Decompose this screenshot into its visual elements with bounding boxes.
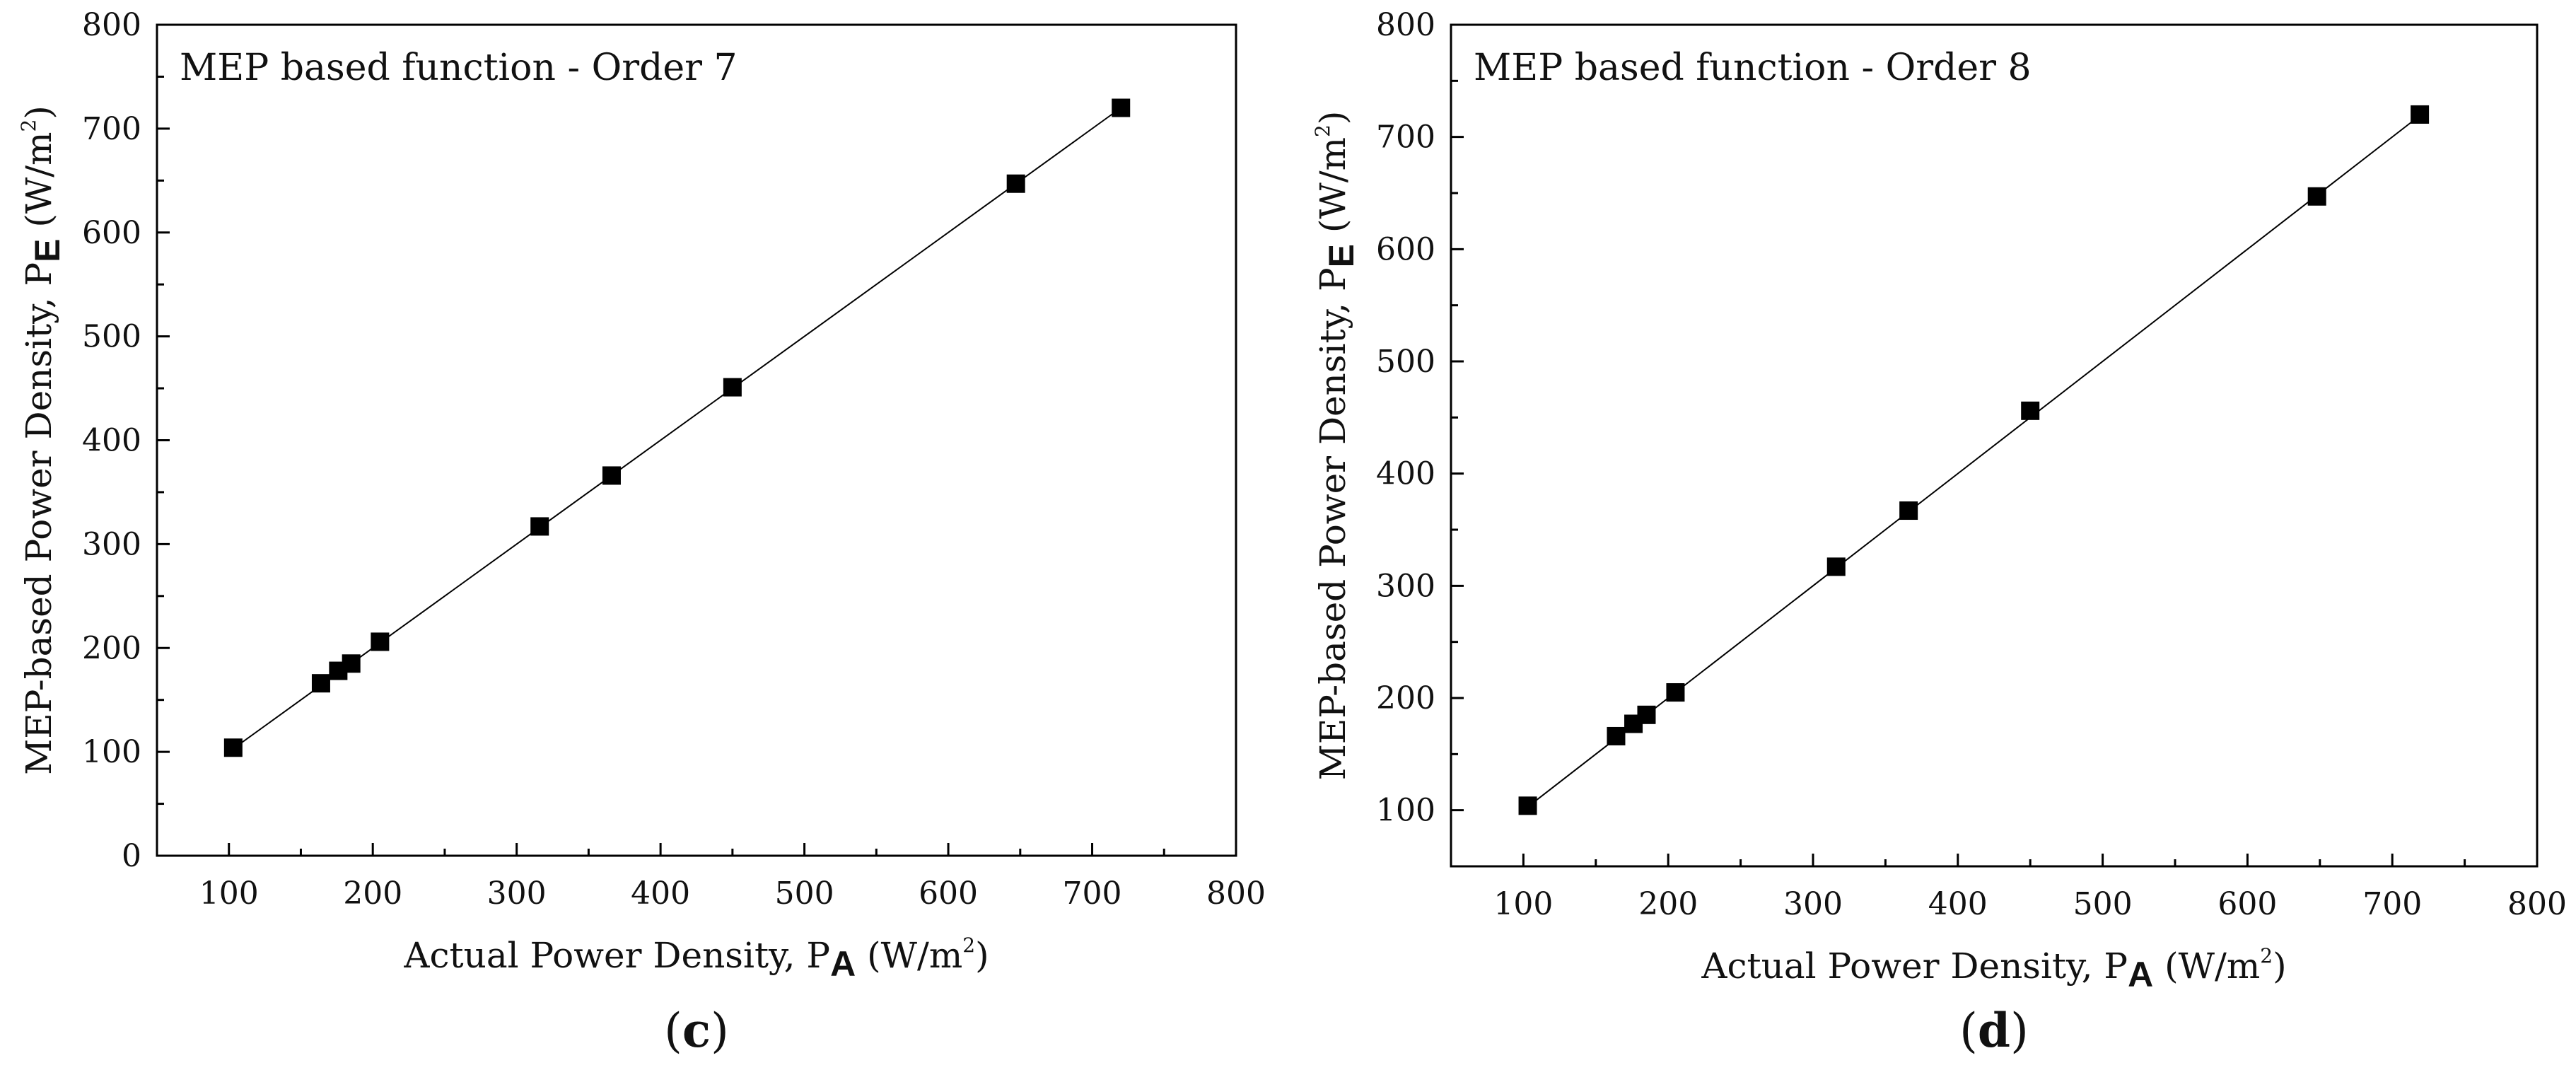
chart-annotation: MEP based function - Order 7 [180, 47, 738, 89]
y-tick-label: 300 [82, 526, 141, 562]
chart-panel-d: 100 200 300 400 500 600 700 800 100 200 300 400 500 6… [1294, 0, 2576, 1070]
data-point [1826, 557, 1846, 576]
x-axis-label-text: Actual Power Density, P [403, 935, 830, 976]
chart-c: 100 200 300 400 500 600 700 800 0 100 200 300 400 500… [17, 7, 1266, 1058]
y-tick-label: 200 [82, 630, 141, 666]
x-tick-label: 100 [199, 876, 259, 912]
data-point [1518, 796, 1537, 815]
y-tick-label: 700 [82, 111, 141, 147]
x-tick-label: 800 [2507, 886, 2567, 922]
x-axis-label-subscript: A [830, 944, 856, 984]
y-tick-label: 100 [1376, 793, 1435, 829]
x-tick-label: 200 [1638, 886, 1698, 922]
y-axis-label: MEP-based Power Density, PE (W/m2) [17, 105, 67, 775]
panel-label-letter: d [1978, 1003, 2010, 1058]
x-axis-label-close: ) [975, 935, 989, 976]
x-axis-label-subscript: A [2128, 955, 2153, 994]
plot-frame [1450, 23, 2539, 868]
y-axis-label-text: MEP-based Power Density, P [18, 262, 59, 775]
y-tick-label: 400 [1376, 456, 1435, 492]
x-tick-label: 600 [2217, 886, 2277, 922]
panel-label: (d) [1959, 1003, 2029, 1058]
plot-frame [156, 23, 1237, 857]
data-point [1006, 174, 1025, 193]
panel-label: (c) [664, 1003, 729, 1058]
x-axis-label-close: ) [2273, 946, 2287, 987]
y-tick-label: 600 [1376, 231, 1435, 267]
x-axis-label: Actual Power Density, PA (W/m2) [403, 934, 989, 984]
data-point [342, 654, 361, 673]
y-axis-label-close: ) [1312, 111, 1353, 125]
chart-panel-c: 100 200 300 400 500 600 700 800 0 100 200 300 400 500… [0, 0, 1273, 1070]
y-tick-label: 300 [1376, 568, 1435, 604]
y-axis-label: MEP-based Power Density, PE (W/m2) [1311, 111, 1361, 781]
y-tick-label: 200 [1376, 680, 1435, 716]
chart-d: 100 200 300 400 500 600 700 800 100 200 300 400 500 6… [1311, 7, 2567, 1058]
x-axis-label-superscript: 2 [962, 934, 975, 957]
y-axis-label-text: MEP-based Power Density, P [1312, 267, 1353, 780]
x-tick-label: 200 [343, 876, 402, 912]
x-tick-label: 300 [1783, 886, 1843, 922]
data-point [602, 466, 621, 485]
y-tick-label: 600 [82, 215, 141, 251]
x-axis-label-text: Actual Power Density, P [1701, 946, 2128, 987]
y-tick-label: 500 [82, 319, 141, 355]
y-tick-label: 800 [1376, 7, 1435, 43]
y-tick-label: 700 [1376, 120, 1435, 156]
x-tick-label: 500 [2073, 886, 2133, 922]
data-point [2307, 187, 2326, 206]
y-axis-label-superscript: 2 [17, 120, 40, 132]
x-axis-label-unit: (W/m [2153, 946, 2260, 987]
y-tick-label: 800 [82, 7, 141, 43]
chart-annotation: MEP based function - Order 8 [1474, 47, 2032, 89]
y-tick-label: 0 [122, 838, 141, 874]
fit-line [1527, 115, 2420, 808]
y-tick-label: 500 [1376, 344, 1435, 380]
data-point [1607, 726, 1626, 745]
y-axis-label-unit: (W/m [18, 132, 59, 238]
y-axis-label-unit: (W/m [1312, 137, 1353, 244]
data-point [2021, 401, 2040, 420]
x-axis-label: Actual Power Density, PA (W/m2) [1701, 944, 2286, 994]
x-axis-label-unit: (W/m [856, 935, 962, 976]
y-axis-label-superscript: 2 [1311, 124, 1334, 137]
x-tick-label: 300 [487, 876, 547, 912]
data-point [1666, 683, 1685, 702]
data-point [723, 378, 742, 397]
data-point [371, 632, 390, 651]
x-tick-label: 600 [919, 876, 978, 912]
y-tick-label: 100 [82, 734, 141, 770]
y-tick-label: 400 [82, 423, 141, 459]
y-axis-label-close: ) [18, 105, 59, 120]
x-tick-label: 500 [775, 876, 834, 912]
data-point [1899, 501, 1918, 521]
data-point [311, 674, 330, 693]
x-tick-label: 700 [1063, 876, 1122, 912]
x-tick-label: 400 [1928, 886, 1988, 922]
panel-label-letter: c [682, 1003, 711, 1058]
fit-line [233, 107, 1121, 750]
x-tick-label: 100 [1493, 886, 1553, 922]
y-axis-label-subscript: E [1322, 244, 1361, 267]
x-axis-label-superscript: 2 [2260, 944, 2273, 967]
x-tick-label: 400 [631, 876, 690, 912]
data-point [1112, 98, 1131, 117]
data-point [223, 738, 243, 757]
data-point [2411, 105, 2430, 124]
data-point [530, 517, 549, 536]
data-point [1637, 705, 1656, 724]
x-tick-label: 800 [1206, 876, 1266, 912]
x-tick-label: 700 [2362, 886, 2422, 922]
y-axis-label-subscript: E [28, 239, 67, 262]
